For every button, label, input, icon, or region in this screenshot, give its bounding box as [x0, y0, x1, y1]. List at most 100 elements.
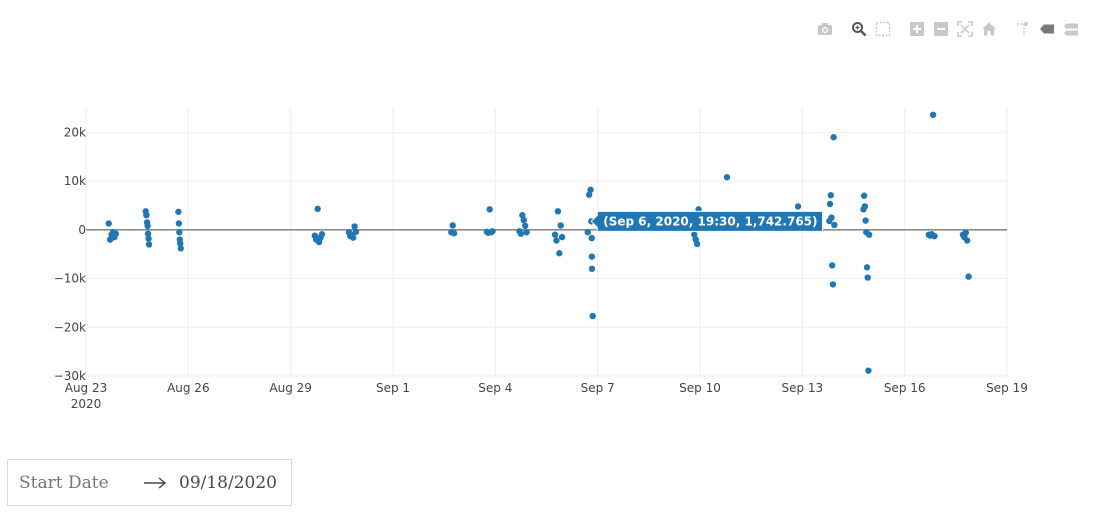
data-point[interactable] — [965, 273, 972, 280]
data-point[interactable] — [962, 229, 969, 236]
spike-lines-icon[interactable] — [1011, 18, 1035, 40]
y-tick-label: −30k — [54, 369, 86, 383]
data-point[interactable] — [314, 205, 321, 213]
data-point[interactable] — [350, 234, 357, 241]
data-point[interactable] — [520, 216, 527, 224]
data-point[interactable] — [551, 231, 559, 238]
x-tick-label: Sep 4 — [478, 381, 512, 395]
data-point[interactable] — [861, 203, 869, 210]
data-point[interactable] — [827, 192, 834, 199]
data-point[interactable] — [865, 367, 872, 374]
data-point[interactable] — [177, 245, 184, 252]
camera-icon[interactable] — [813, 18, 837, 40]
hover-tooltip-text: (Sep 6, 2020, 19:30, 1,742.765) — [603, 214, 817, 228]
y-tick-label: −20k — [54, 320, 86, 334]
data-point[interactable] — [588, 253, 596, 260]
data-point[interactable] — [964, 237, 971, 244]
data-point[interactable] — [831, 221, 838, 229]
modebar-group — [813, 18, 837, 40]
data-point[interactable] — [584, 229, 591, 236]
data-point[interactable] — [794, 203, 802, 210]
data-point[interactable] — [931, 232, 938, 240]
data-point[interactable] — [450, 230, 458, 237]
data-point[interactable] — [860, 192, 868, 199]
y-tick-label: 20k — [64, 125, 86, 139]
data-point[interactable] — [588, 234, 595, 242]
data-point[interactable] — [589, 312, 596, 320]
data-point[interactable] — [557, 222, 564, 229]
end-date-input[interactable] — [179, 460, 289, 505]
modebar-group — [1011, 18, 1083, 40]
data-point[interactable] — [864, 274, 871, 281]
y-tick-label: 0 — [78, 223, 86, 237]
data-point[interactable] — [929, 111, 937, 119]
data-point[interactable] — [351, 223, 358, 230]
start-date-input[interactable] — [19, 460, 137, 505]
data-point[interactable] — [828, 214, 835, 221]
hover-closest-icon[interactable] — [1035, 18, 1059, 40]
zoom-in-icon[interactable] — [905, 18, 929, 40]
x-tick-label: Sep 1 — [376, 381, 410, 395]
data-point[interactable] — [486, 206, 493, 213]
data-point[interactable] — [352, 228, 360, 235]
data-point[interactable] — [176, 229, 183, 236]
data-point[interactable] — [691, 231, 698, 238]
x-tick-label: Sep 7 — [581, 381, 615, 395]
data-point[interactable] — [830, 134, 837, 141]
data-point[interactable] — [523, 229, 530, 236]
data-point[interactable] — [175, 208, 182, 215]
x-tick-label: Sep 13 — [781, 381, 823, 395]
data-point[interactable] — [177, 240, 184, 247]
autoscale-icon[interactable] — [953, 18, 977, 40]
data-point[interactable] — [553, 237, 560, 244]
data-point[interactable] — [517, 230, 525, 237]
modebar-group — [847, 18, 895, 40]
data-point[interactable] — [105, 220, 112, 227]
home-icon[interactable] — [977, 18, 1001, 40]
data-point[interactable] — [556, 250, 563, 257]
data-point[interactable] — [863, 264, 871, 271]
data-point[interactable] — [449, 222, 456, 229]
box-select-icon[interactable] — [871, 18, 895, 40]
modebar-group — [905, 18, 1001, 40]
data-point[interactable] — [693, 240, 701, 248]
data-point[interactable] — [585, 191, 593, 198]
x-tick-label: Sep 19 — [986, 381, 1028, 395]
y-tick-label: 10k — [64, 174, 86, 188]
data-point[interactable] — [826, 200, 834, 208]
hover-tooltip: (Sep 6, 2020, 19:30, 1,742.765) — [590, 210, 824, 232]
data-point[interactable] — [318, 231, 326, 238]
data-point[interactable] — [175, 220, 183, 227]
data-point[interactable] — [489, 228, 496, 235]
hover-compare-icon[interactable] — [1059, 18, 1083, 40]
data-point[interactable] — [588, 265, 596, 272]
arrow-right-icon — [137, 476, 173, 489]
x-tick-label: Sep 16 — [884, 381, 926, 395]
data-point[interactable] — [143, 212, 150, 219]
data-point[interactable] — [554, 208, 562, 215]
data-point[interactable] — [144, 222, 151, 230]
plot-modebar — [803, 18, 1083, 40]
y-tick-label: −10k — [54, 272, 86, 286]
data-point[interactable] — [112, 230, 120, 237]
data-point[interactable] — [587, 186, 594, 194]
x-tick-label: Aug 23 — [65, 381, 108, 395]
zoom-out-icon[interactable] — [929, 18, 953, 40]
date-range-picker — [7, 459, 292, 506]
data-point[interactable] — [144, 230, 152, 237]
data-point[interactable] — [521, 222, 529, 230]
data-point[interactable] — [829, 281, 837, 288]
data-point[interactable] — [519, 212, 526, 219]
data-point[interactable] — [828, 262, 836, 269]
data-point[interactable] — [723, 173, 731, 181]
data-point[interactable] — [558, 233, 566, 241]
data-point[interactable] — [865, 231, 873, 238]
zoom-icon[interactable] — [847, 18, 871, 40]
data-point[interactable] — [145, 241, 153, 248]
hover-tooltip-box — [590, 210, 824, 232]
x-tick-label: Aug 26 — [167, 381, 210, 395]
data-point[interactable] — [862, 217, 869, 224]
x-tick-year-label: 2020 — [71, 397, 102, 411]
scatter-chart[interactable]: Aug 23 Aug 26 Aug 29 Sep 1 Sep 4 Sep 7 Sep 10 S… — [0, 0, 1093, 440]
data-point[interactable] — [145, 235, 152, 242]
